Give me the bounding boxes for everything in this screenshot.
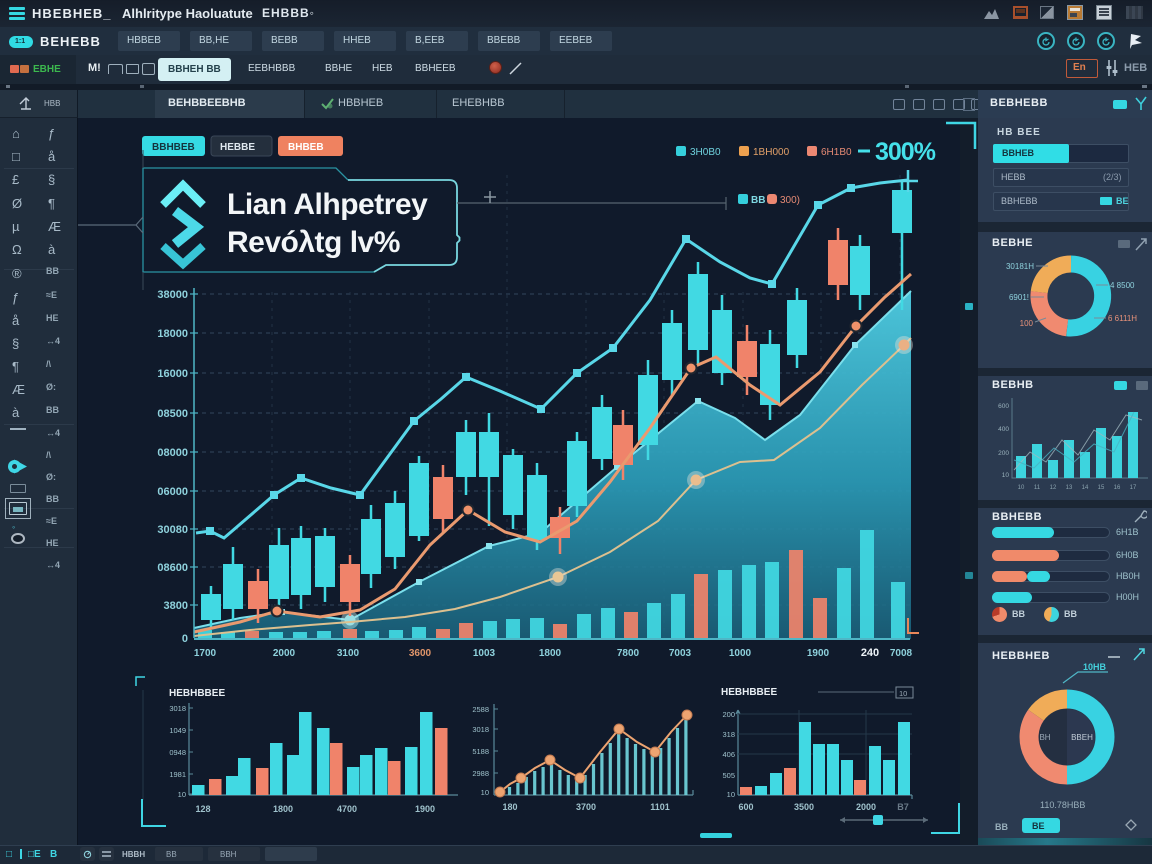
svg-text:7800: 7800 bbox=[617, 648, 640, 659]
svg-text:10: 10 bbox=[481, 788, 489, 797]
svg-text:08600: 08600 bbox=[157, 562, 188, 574]
svg-text:200: 200 bbox=[722, 710, 735, 719]
svg-text:B7: B7 bbox=[897, 802, 909, 812]
svg-text:3H0B0: 3H0B0 bbox=[690, 147, 721, 158]
svg-text:505: 505 bbox=[722, 771, 735, 780]
svg-text:15: 15 bbox=[1098, 485, 1105, 491]
svg-text:128: 128 bbox=[195, 804, 210, 814]
svg-text:0: 0 bbox=[182, 633, 188, 645]
svg-text:HEBBE: HEBBE bbox=[220, 142, 255, 153]
svg-text:318: 318 bbox=[722, 730, 735, 739]
svg-text:10: 10 bbox=[178, 790, 186, 799]
svg-text:Revóλtg lv%: Revóλtg lv% bbox=[227, 226, 400, 259]
svg-text:11: 11 bbox=[1034, 485, 1041, 491]
svg-text:BH: BH bbox=[1039, 733, 1050, 742]
svg-text:406: 406 bbox=[722, 750, 735, 759]
svg-text:400: 400 bbox=[998, 426, 1009, 433]
svg-text:4700: 4700 bbox=[337, 804, 357, 814]
svg-text:1003: 1003 bbox=[473, 648, 496, 659]
svg-text:BBEH: BBEH bbox=[1071, 733, 1093, 742]
svg-text:30181H: 30181H bbox=[1006, 262, 1034, 271]
svg-text:240: 240 bbox=[861, 647, 879, 659]
svg-text:1800: 1800 bbox=[539, 648, 562, 659]
svg-text:0948: 0948 bbox=[169, 748, 186, 757]
svg-text:100: 100 bbox=[1020, 319, 1034, 328]
svg-text:06000: 06000 bbox=[157, 486, 188, 498]
svg-text:200: 200 bbox=[998, 450, 1009, 457]
svg-text:Lian Alhpetrey: Lian Alhpetrey bbox=[227, 188, 428, 221]
svg-text:1700: 1700 bbox=[194, 648, 217, 659]
svg-text:6 6111H: 6 6111H bbox=[1108, 314, 1137, 323]
svg-text:1900: 1900 bbox=[807, 648, 830, 659]
svg-text:2000: 2000 bbox=[856, 802, 876, 812]
svg-text:3800: 3800 bbox=[164, 600, 188, 612]
svg-text:7008: 7008 bbox=[890, 648, 913, 659]
svg-text:3500: 3500 bbox=[794, 802, 814, 812]
svg-text:2588: 2588 bbox=[472, 705, 489, 714]
svg-text:08000: 08000 bbox=[157, 447, 188, 459]
svg-text:1101: 1101 bbox=[650, 802, 670, 812]
svg-text:6H1B0: 6H1B0 bbox=[821, 147, 852, 158]
svg-text:1800: 1800 bbox=[273, 804, 293, 814]
svg-text:600: 600 bbox=[738, 802, 753, 812]
svg-text:4 8500: 4 8500 bbox=[1110, 281, 1135, 290]
svg-text:3018: 3018 bbox=[472, 725, 489, 734]
svg-text:38000: 38000 bbox=[157, 289, 188, 301]
svg-text:7003: 7003 bbox=[669, 648, 692, 659]
svg-text:30080: 30080 bbox=[157, 524, 188, 536]
svg-text:5188: 5188 bbox=[472, 747, 489, 756]
svg-text:10: 10 bbox=[1002, 472, 1010, 479]
svg-text:1000: 1000 bbox=[729, 648, 752, 659]
svg-text:3600: 3600 bbox=[409, 648, 432, 659]
svg-text:HEBHBBEE: HEBHBBEE bbox=[169, 688, 225, 699]
svg-text:2000: 2000 bbox=[273, 648, 296, 659]
svg-text:16: 16 bbox=[1114, 485, 1121, 491]
svg-text:3700: 3700 bbox=[576, 802, 596, 812]
svg-text:12: 12 bbox=[1050, 485, 1057, 491]
svg-text:BB: BB bbox=[751, 195, 765, 206]
svg-text:1981: 1981 bbox=[169, 770, 186, 779]
svg-text:300): 300) bbox=[780, 195, 800, 206]
svg-text:3018: 3018 bbox=[169, 704, 186, 713]
svg-text:2988: 2988 bbox=[472, 769, 489, 778]
svg-text:1BH000: 1BH000 bbox=[753, 147, 790, 158]
svg-text:1049: 1049 bbox=[169, 726, 186, 735]
svg-text:300%: 300% bbox=[875, 138, 936, 166]
svg-text:17: 17 bbox=[1130, 485, 1137, 491]
svg-text:1900: 1900 bbox=[415, 804, 435, 814]
svg-text:10: 10 bbox=[727, 790, 735, 799]
svg-text:08500: 08500 bbox=[157, 408, 188, 420]
svg-text:13: 13 bbox=[1066, 485, 1073, 491]
svg-text:600: 600 bbox=[998, 403, 1009, 410]
svg-text:18000: 18000 bbox=[157, 328, 188, 340]
svg-text:3100: 3100 bbox=[337, 648, 360, 659]
svg-text:16000: 16000 bbox=[157, 368, 188, 380]
svg-text:BHBEB: BHBEB bbox=[288, 142, 324, 153]
svg-text:10: 10 bbox=[1018, 485, 1025, 491]
svg-text:BBHBEB: BBHBEB bbox=[152, 142, 195, 153]
svg-text:HEBHBBEE: HEBHBBEE bbox=[721, 687, 777, 698]
svg-text:6901!: 6901! bbox=[1009, 293, 1029, 302]
svg-text:10: 10 bbox=[899, 689, 907, 698]
svg-text:14: 14 bbox=[1082, 485, 1089, 491]
svg-text:180: 180 bbox=[502, 802, 517, 812]
svg-text:10HB: 10HB bbox=[1083, 662, 1107, 672]
